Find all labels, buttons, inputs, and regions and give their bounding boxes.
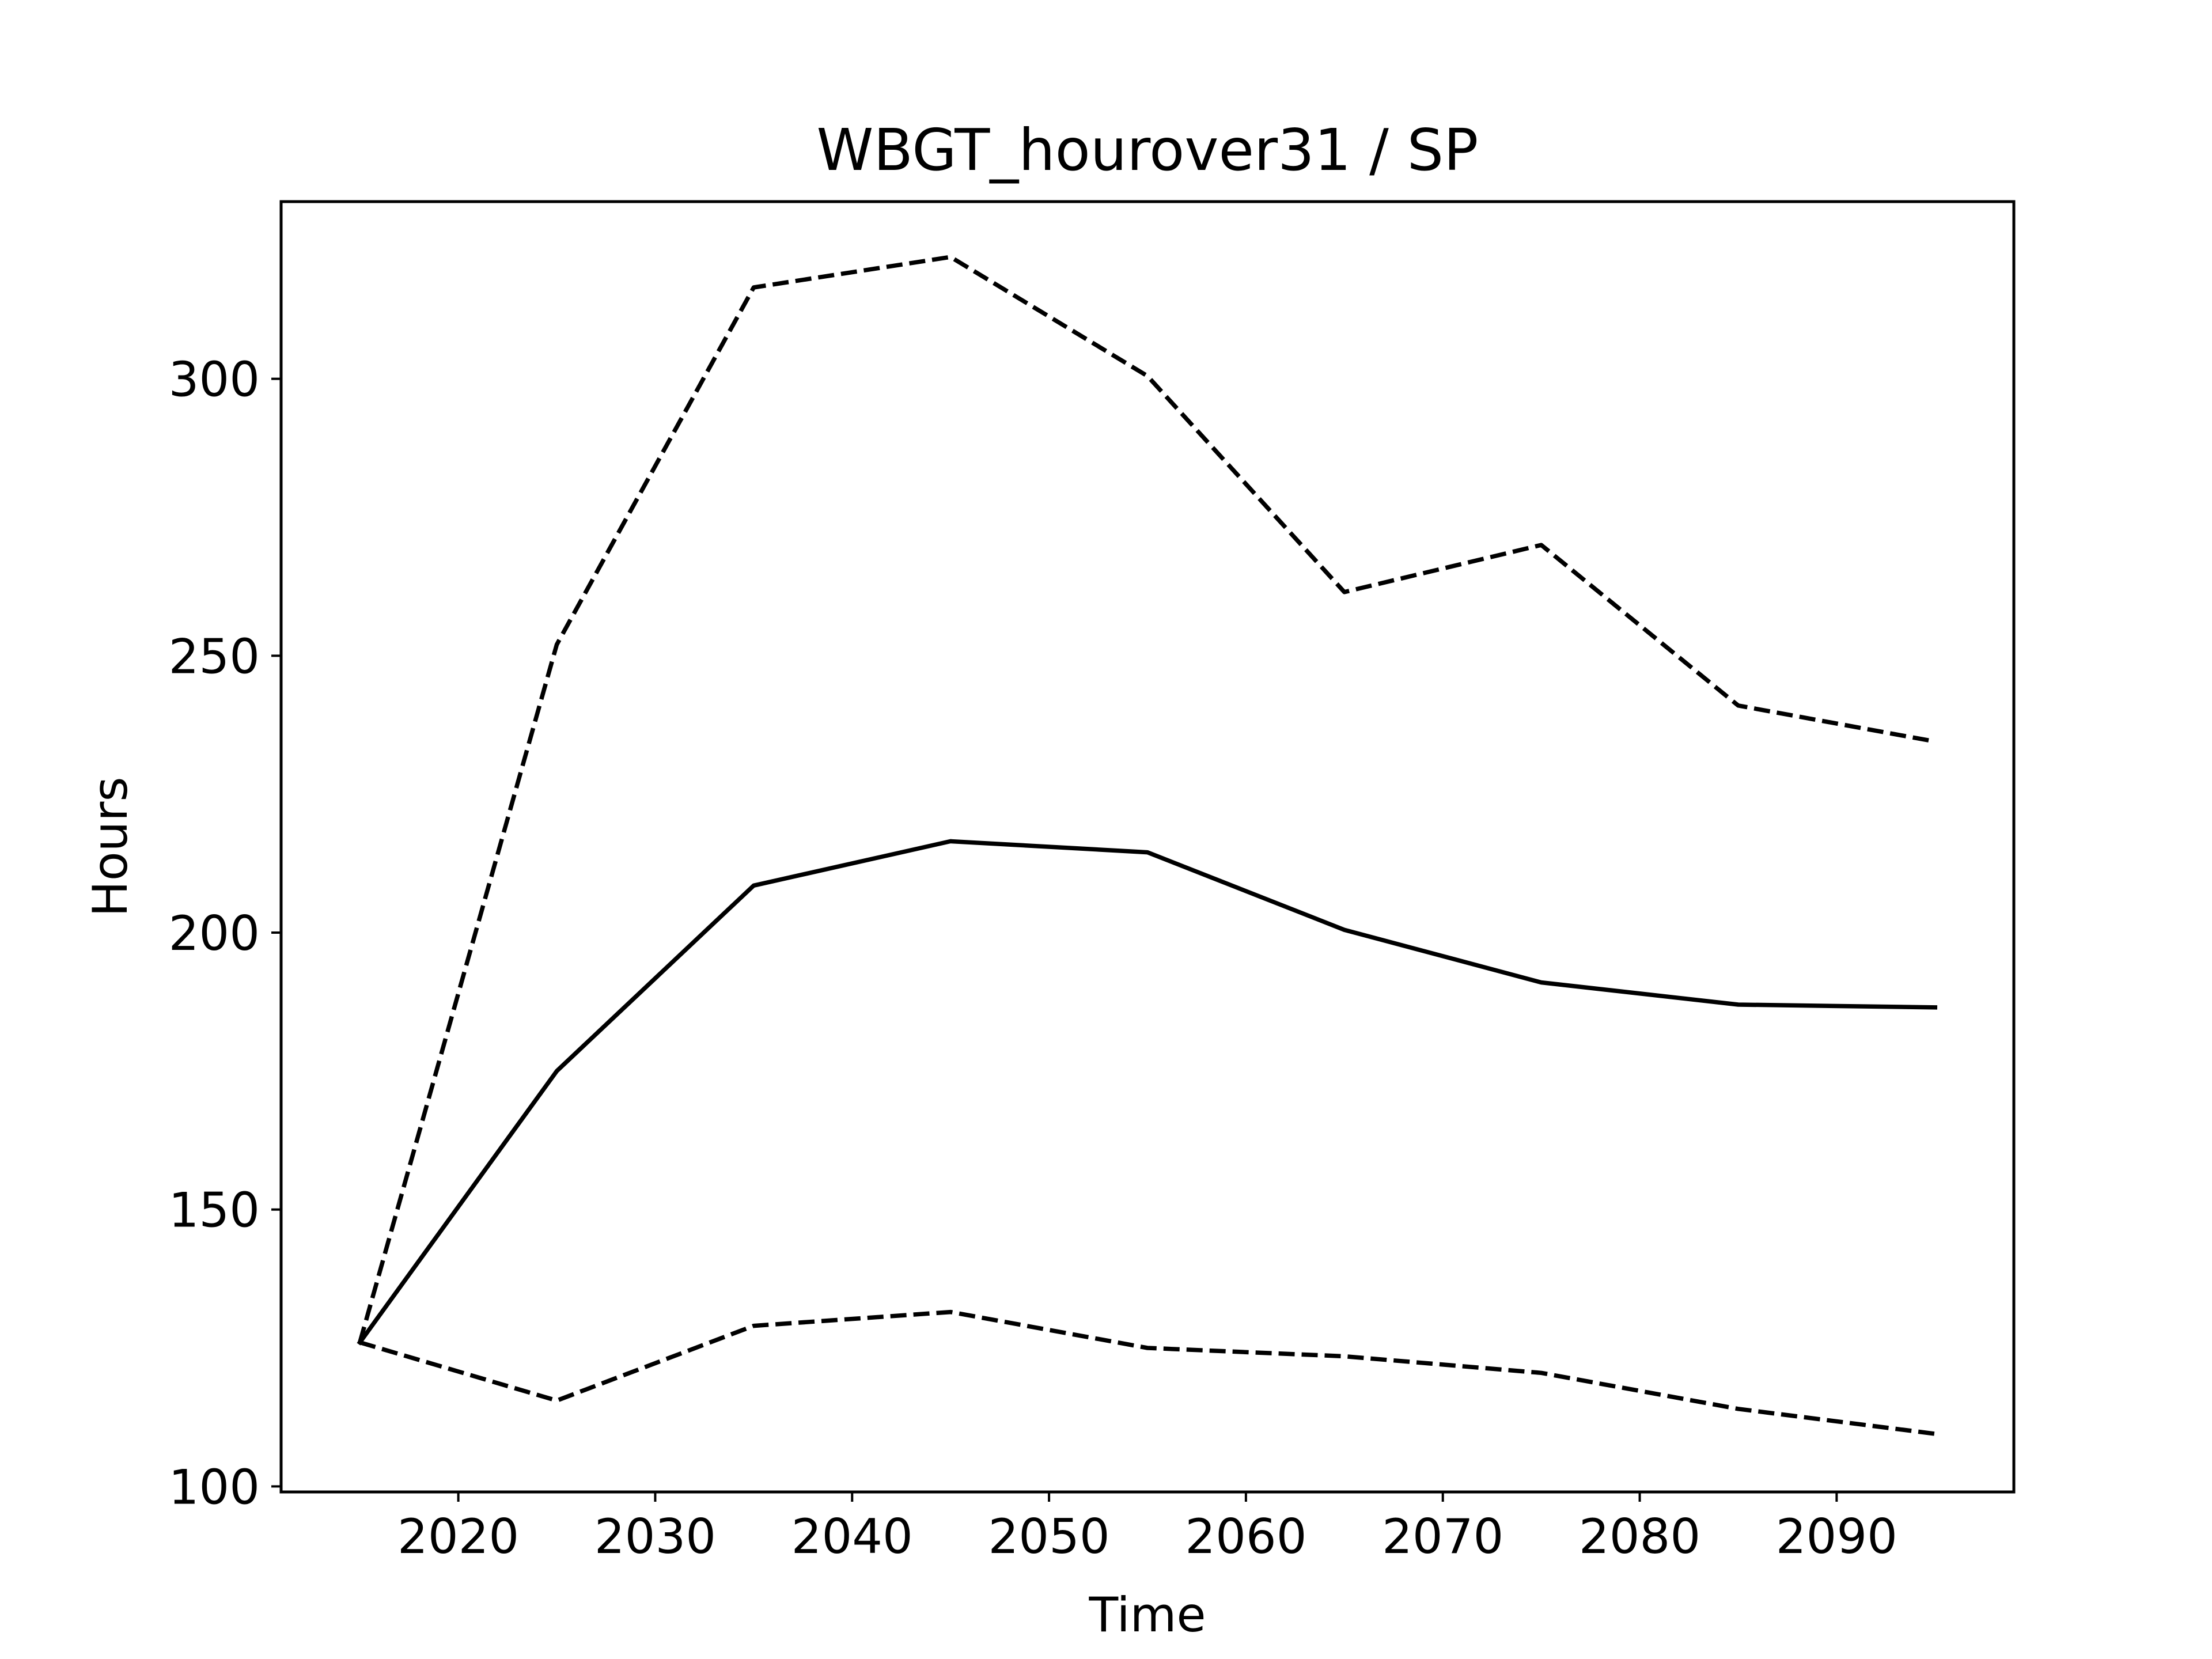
plot-frame <box>279 200 2016 1494</box>
y-axis-ticks: 100 150 200 250 300 <box>169 352 281 1515</box>
x-tick-label: 2060 <box>1185 1509 1306 1565</box>
series-line-1 <box>357 839 1938 1346</box>
x-tick-label: 2050 <box>988 1509 1109 1565</box>
y-axis-label: Hours <box>82 777 138 916</box>
x-tick-label: 2030 <box>594 1509 716 1565</box>
series-layer <box>357 255 1938 1436</box>
y-tick-label: 150 <box>169 1183 260 1238</box>
series-line-3 <box>359 1309 1936 1436</box>
series-line-2 <box>358 255 1936 1343</box>
x-tick-label: 2020 <box>397 1509 519 1565</box>
x-tick-label: 2080 <box>1579 1509 1700 1565</box>
chart-title: WBGT_hourover31 / SP <box>817 116 1479 184</box>
x-tick-label: 2070 <box>1382 1509 1503 1565</box>
x-tick-label: 2090 <box>1776 1509 1897 1565</box>
y-tick-label: 300 <box>169 352 260 408</box>
x-axis-ticks: 2020 2030 2040 2050 2060 2070 2080 2090 <box>397 1492 1897 1565</box>
y-tick-label: 250 <box>169 628 260 684</box>
x-tick-label: 2040 <box>791 1509 913 1565</box>
x-axis-label: Time <box>1088 1587 1206 1643</box>
y-tick-label: 100 <box>169 1459 260 1515</box>
y-tick-label: 200 <box>169 906 260 961</box>
